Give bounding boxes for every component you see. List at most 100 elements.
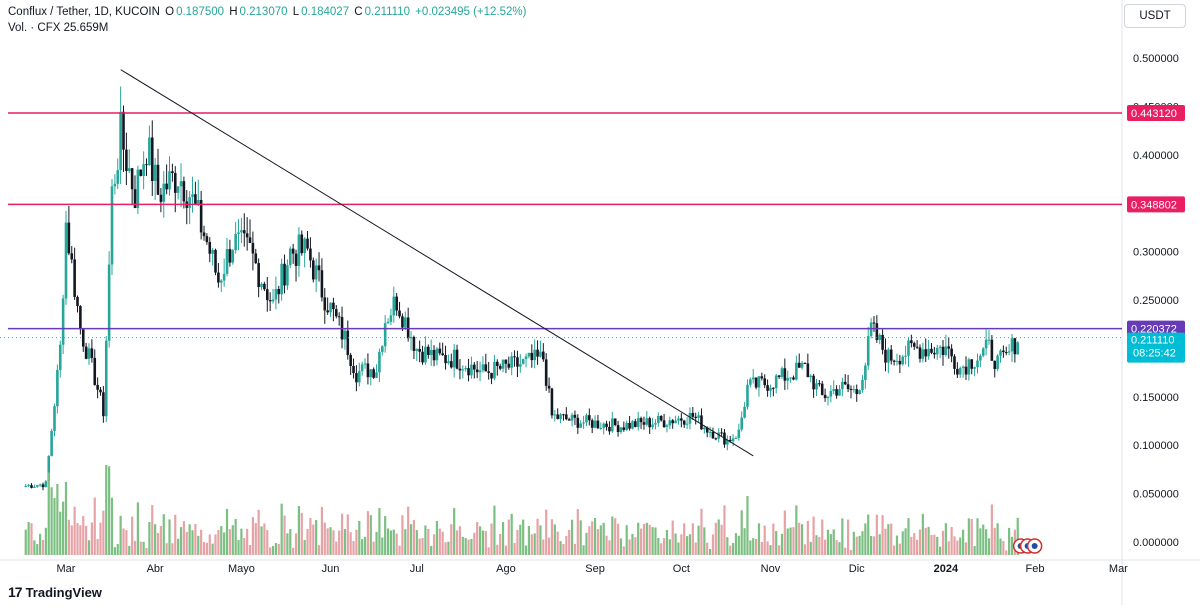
candle-body (993, 360, 997, 370)
candle-body (357, 371, 361, 383)
candle-body (562, 414, 565, 416)
volume-bar (711, 534, 715, 555)
volume-bar (841, 518, 844, 555)
candle-body (826, 396, 830, 399)
volume-bar (292, 547, 295, 555)
candle-body (760, 376, 764, 379)
volume-bar (24, 529, 27, 555)
volume-bar (720, 524, 723, 555)
candle-body (953, 356, 956, 369)
candle-body (703, 427, 706, 430)
candle-body (418, 348, 421, 352)
candle-body (475, 369, 479, 373)
candle-body (415, 348, 419, 351)
candle-body (389, 315, 393, 322)
volume-bar (708, 548, 712, 555)
candle-body (818, 383, 821, 385)
candle-body (81, 329, 85, 347)
y-tick-label: 0.300000 (1133, 247, 1179, 259)
candle-body (435, 348, 439, 361)
candle-body (199, 200, 203, 233)
candle-body (245, 233, 249, 238)
candle-body (694, 416, 698, 418)
candle-body (162, 183, 166, 202)
volume-bar (225, 508, 229, 555)
candle-body (843, 381, 847, 385)
volume-bar (757, 523, 761, 555)
volume-bar (763, 525, 766, 555)
volume-bar (211, 543, 214, 555)
volume-bar (300, 512, 303, 555)
volume-bar (154, 524, 157, 555)
candle-body (56, 369, 59, 407)
candle-body (973, 367, 976, 369)
candle-body (426, 346, 430, 356)
volume-bar (703, 527, 706, 555)
candle-body (93, 357, 97, 385)
candle-body (996, 355, 999, 370)
candle-body (311, 260, 315, 280)
candle-body (449, 361, 453, 368)
candle-body (544, 359, 548, 386)
volume-bar (70, 525, 73, 555)
candle-body (432, 349, 436, 361)
volume-bar (185, 531, 188, 555)
volume-bar (133, 540, 137, 555)
candle-body (352, 366, 355, 374)
candle-body (496, 361, 499, 367)
volume-bar (401, 515, 404, 555)
volume-bar (884, 528, 887, 555)
volume-bar (323, 522, 326, 555)
volume-bar (878, 534, 881, 555)
candle-body (665, 425, 669, 428)
volume-bar (432, 534, 436, 555)
candle-body (116, 170, 120, 184)
volume-bar (700, 508, 703, 555)
volume-bar (749, 540, 752, 555)
currency-button[interactable]: USDT (1124, 4, 1186, 28)
candle-body (260, 283, 263, 288)
volume-bar (616, 523, 620, 555)
candle-body (470, 364, 473, 376)
volume-bar (128, 545, 131, 555)
candle-body (576, 417, 580, 428)
volume-bar (867, 514, 870, 555)
volume-bar (320, 506, 324, 555)
x-tick-label: Feb (1026, 563, 1045, 575)
candle-body (182, 181, 186, 202)
volume-bar (1010, 536, 1014, 555)
volume-bar (162, 514, 165, 555)
volume-bar (901, 531, 904, 555)
volume-bar (346, 514, 349, 555)
candle-body (516, 357, 519, 367)
candle-body (855, 389, 859, 395)
price-level-label: 0.348802 (1131, 199, 1177, 211)
volume-bar (844, 547, 847, 555)
candle-body (884, 349, 887, 363)
candle-body (133, 189, 137, 209)
candle-body (849, 389, 853, 391)
volume-bar (438, 528, 441, 555)
candle-body (447, 361, 450, 364)
symbol-title[interactable]: Conflux / Tether, 1D, KUCOIN (8, 6, 160, 18)
volume-bar (585, 532, 588, 555)
x-tick-label: Ago (496, 563, 516, 575)
volume-bar (47, 472, 50, 555)
volume-bar (217, 530, 220, 555)
candle-body (110, 186, 114, 265)
candle-body (930, 348, 933, 353)
tradingview-brand[interactable]: 17 TradingView (8, 584, 102, 600)
volume-bar (524, 545, 528, 555)
volume-bar (332, 530, 335, 555)
candle-body (958, 368, 962, 375)
volume-bar (706, 542, 709, 555)
candle-body (567, 419, 571, 421)
volume-bar (786, 528, 789, 555)
volume-bar (930, 534, 933, 555)
candle-body (832, 389, 836, 391)
volume-bar (294, 533, 298, 555)
volume-bar (582, 545, 585, 555)
volume-bar (421, 538, 424, 555)
